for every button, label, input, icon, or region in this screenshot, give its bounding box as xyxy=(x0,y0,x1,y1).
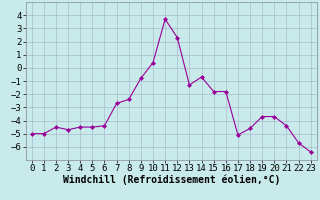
X-axis label: Windchill (Refroidissement éolien,°C): Windchill (Refroidissement éolien,°C) xyxy=(62,175,280,185)
